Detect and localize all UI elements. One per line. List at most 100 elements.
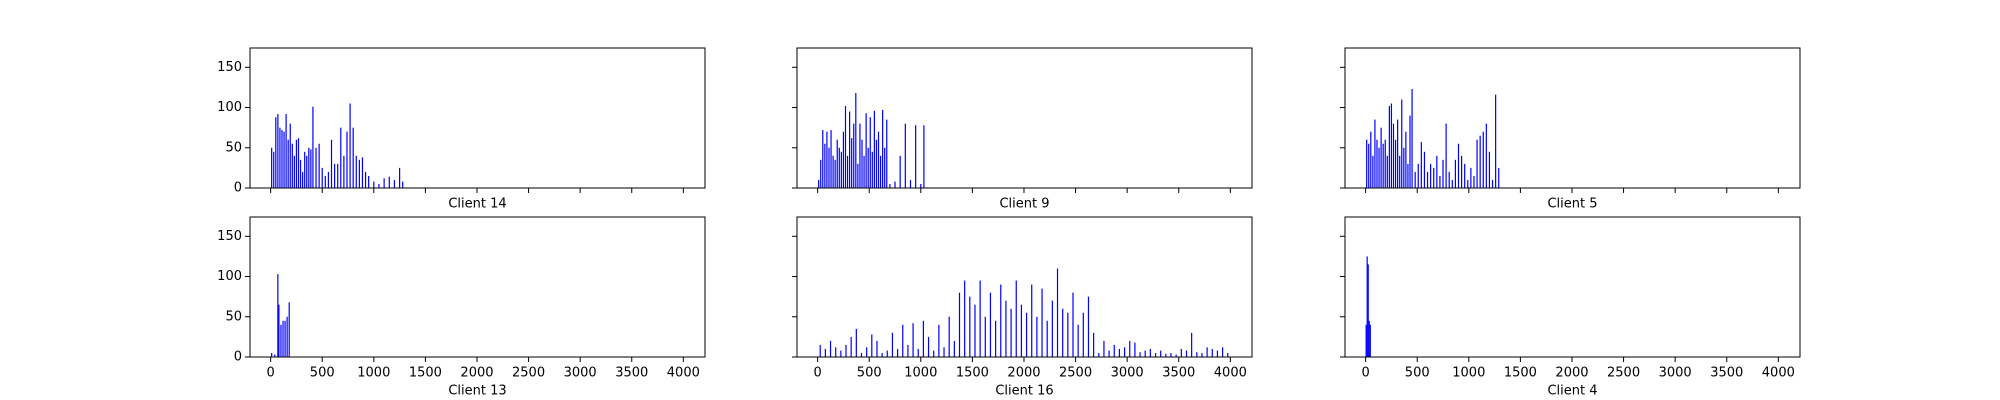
bar [904, 123, 906, 188]
bar [358, 159, 360, 188]
bar [829, 340, 832, 357]
x-tick-label: 2000 [1555, 366, 1588, 381]
bar [295, 139, 298, 188]
bar [402, 181, 404, 188]
bar [279, 127, 281, 188]
subplot: 0 500 1000 1500 2000 2500 3000 3500 4000 Client 1… [792, 216, 1253, 399]
bar [1409, 115, 1411, 188]
bar [352, 127, 354, 188]
bar [310, 149, 312, 188]
bar [873, 110, 875, 188]
bar [1378, 147, 1380, 188]
bar [1388, 105, 1390, 188]
bar [891, 332, 894, 357]
bar [1368, 143, 1370, 188]
bar [881, 352, 883, 357]
bar [1216, 350, 1219, 357]
bar [860, 352, 863, 357]
bar [886, 350, 888, 357]
bar [312, 106, 314, 188]
y-tick-label: 0 [234, 350, 242, 365]
bar [969, 296, 971, 357]
bar [1482, 131, 1484, 188]
bar [337, 163, 339, 188]
x-tick-label: 500 [857, 366, 882, 381]
x-axis-label: Client 14 [448, 197, 506, 212]
bar [1417, 163, 1419, 188]
bar [1439, 175, 1441, 188]
bar [1473, 175, 1475, 188]
bar [1180, 348, 1182, 357]
bar [830, 130, 832, 188]
bar [1015, 280, 1017, 357]
bar [280, 324, 282, 357]
bar [828, 147, 830, 188]
bar [1129, 340, 1131, 357]
bar [907, 344, 909, 357]
bar [927, 336, 930, 357]
bar [1448, 171, 1450, 188]
x-tick-label: 3000 [564, 366, 597, 381]
bar [896, 348, 899, 357]
bar [1077, 324, 1079, 357]
bar [866, 347, 868, 357]
bar [281, 130, 283, 188]
bar [1005, 300, 1007, 357]
bar [1368, 320, 1370, 357]
bar [824, 143, 826, 188]
bar [1227, 352, 1229, 357]
bar [818, 179, 820, 188]
x-tick-label: 1500 [409, 366, 442, 381]
bar [373, 181, 375, 188]
bar [1175, 354, 1177, 357]
bar [1103, 340, 1105, 357]
bar [899, 155, 901, 188]
bar [894, 181, 896, 188]
bar [1451, 179, 1453, 188]
bar [844, 105, 847, 188]
bar [861, 139, 863, 188]
x-tick-label: 1000 [904, 366, 937, 381]
bar [948, 316, 950, 357]
bar [1405, 131, 1407, 188]
bar [1495, 94, 1497, 188]
bar [1399, 155, 1401, 188]
bar [974, 304, 976, 357]
bar [1041, 288, 1043, 357]
y-tick-label: 100 [217, 100, 242, 115]
bar [286, 316, 288, 357]
bar [1470, 167, 1472, 188]
bar [902, 324, 904, 357]
bar [1464, 163, 1466, 188]
bar [822, 130, 824, 188]
x-tick-label: 4000 [667, 366, 700, 381]
bar [1414, 171, 1416, 188]
bar [291, 143, 293, 188]
bar [1367, 264, 1369, 357]
bar [327, 171, 330, 188]
bar [1401, 99, 1403, 188]
bar [1067, 312, 1069, 357]
bar [863, 155, 865, 188]
x-tick-label: 0 [813, 366, 821, 381]
bar [884, 147, 886, 188]
x-tick-label: 2000 [1007, 366, 1040, 381]
axes-frame [796, 47, 1253, 189]
bar [979, 280, 981, 357]
bar [1062, 308, 1064, 357]
bar [364, 171, 367, 188]
subplot: Client 9 [792, 47, 1253, 212]
y-tick-label: 100 [217, 269, 242, 284]
bar [1420, 142, 1422, 188]
bar [278, 304, 280, 357]
bar [842, 131, 845, 188]
y-tick-label: 150 [217, 60, 242, 75]
bar [304, 151, 306, 188]
bar [1457, 143, 1460, 188]
bar [1488, 151, 1491, 188]
x-tick-label: 3500 [1162, 366, 1195, 381]
bar [1370, 131, 1372, 188]
bar [836, 139, 838, 188]
subplot: 0 500 1000 1500 2000 2500 3000 3500 4000 Client 4 [1340, 216, 1801, 399]
x-axis-label: Client 9 [999, 197, 1049, 212]
